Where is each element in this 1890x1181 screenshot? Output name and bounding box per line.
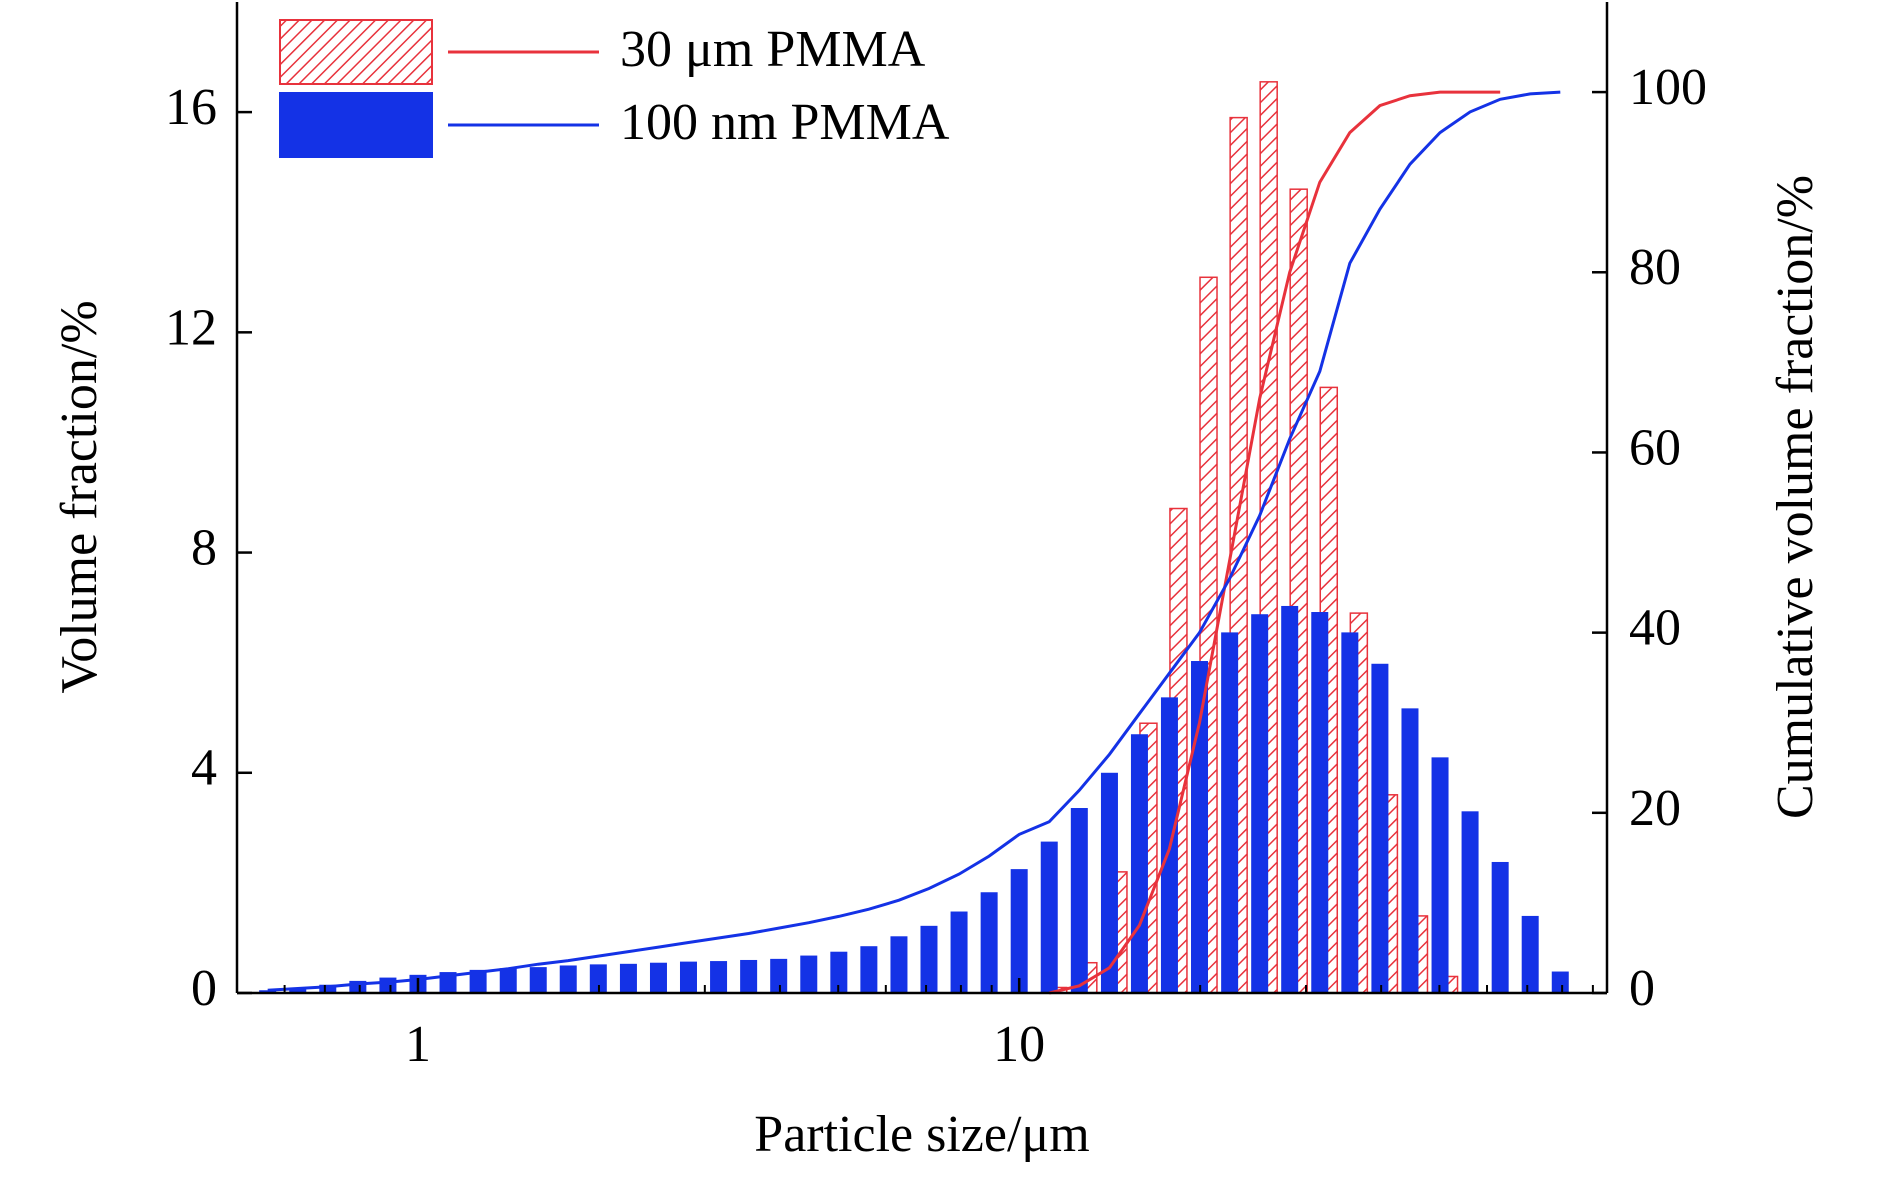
bar [1341,632,1359,993]
bar [1401,708,1419,993]
bar [710,961,728,993]
bar [1070,808,1088,993]
y-tick-label: 0 [191,960,217,1017]
bar [980,892,998,993]
cumulative-line [1048,90,1501,995]
bar [1371,663,1389,993]
legend-swatch [279,92,433,158]
bar [319,984,337,993]
bar [1010,869,1028,993]
y2-tick-label: 60 [1629,419,1681,476]
bar [920,925,938,993]
y2-tick-label: 100 [1629,59,1707,116]
bar [740,959,758,993]
y-tick-label: 4 [191,740,217,797]
bar [1461,811,1479,993]
bar [259,990,277,993]
bar [469,969,487,993]
bar [379,977,397,993]
bar [619,963,637,993]
y2-tick-label: 0 [1629,960,1655,1017]
bar [1491,861,1509,993]
bar [1191,661,1209,993]
bar [1551,971,1569,993]
bar [1431,757,1449,993]
bar [289,987,307,993]
y-tick-label: 12 [165,299,217,356]
y2-axis-label: Cumulative volume fraction/% [1767,175,1824,819]
x-tick-label: 10 [993,1016,1045,1073]
bar [529,967,547,993]
bar [679,961,697,993]
legend-label: 30 μm PMMA [620,21,926,78]
y2-tick-label: 40 [1629,600,1681,657]
bar [649,962,667,993]
x-axis-label: Particle size/μm [754,1106,1089,1163]
bar [1281,605,1299,993]
legend-swatch [279,19,433,85]
bar [589,964,607,993]
bar [830,951,848,993]
bar [770,958,788,993]
bar [800,955,818,993]
cumulative-line [267,90,1561,992]
bar [1521,915,1539,993]
legend-label: 100 nm PMMA [620,94,950,151]
bar [1311,612,1329,993]
y-tick-label: 16 [165,79,217,136]
bar [499,968,517,993]
x-tick-label: 1 [405,1016,431,1073]
bar [1221,632,1239,993]
bar [1040,841,1058,993]
bar [1130,734,1148,993]
y-tick-label: 8 [191,519,217,576]
y-axis-label: Volume fraction/% [51,300,108,693]
bar [1251,614,1269,993]
bar [950,911,968,993]
y2-tick-label: 20 [1629,780,1681,837]
bar [860,946,878,993]
bar [890,936,908,993]
bar [559,965,577,993]
y2-tick-label: 80 [1629,239,1681,296]
bar [1100,772,1118,993]
